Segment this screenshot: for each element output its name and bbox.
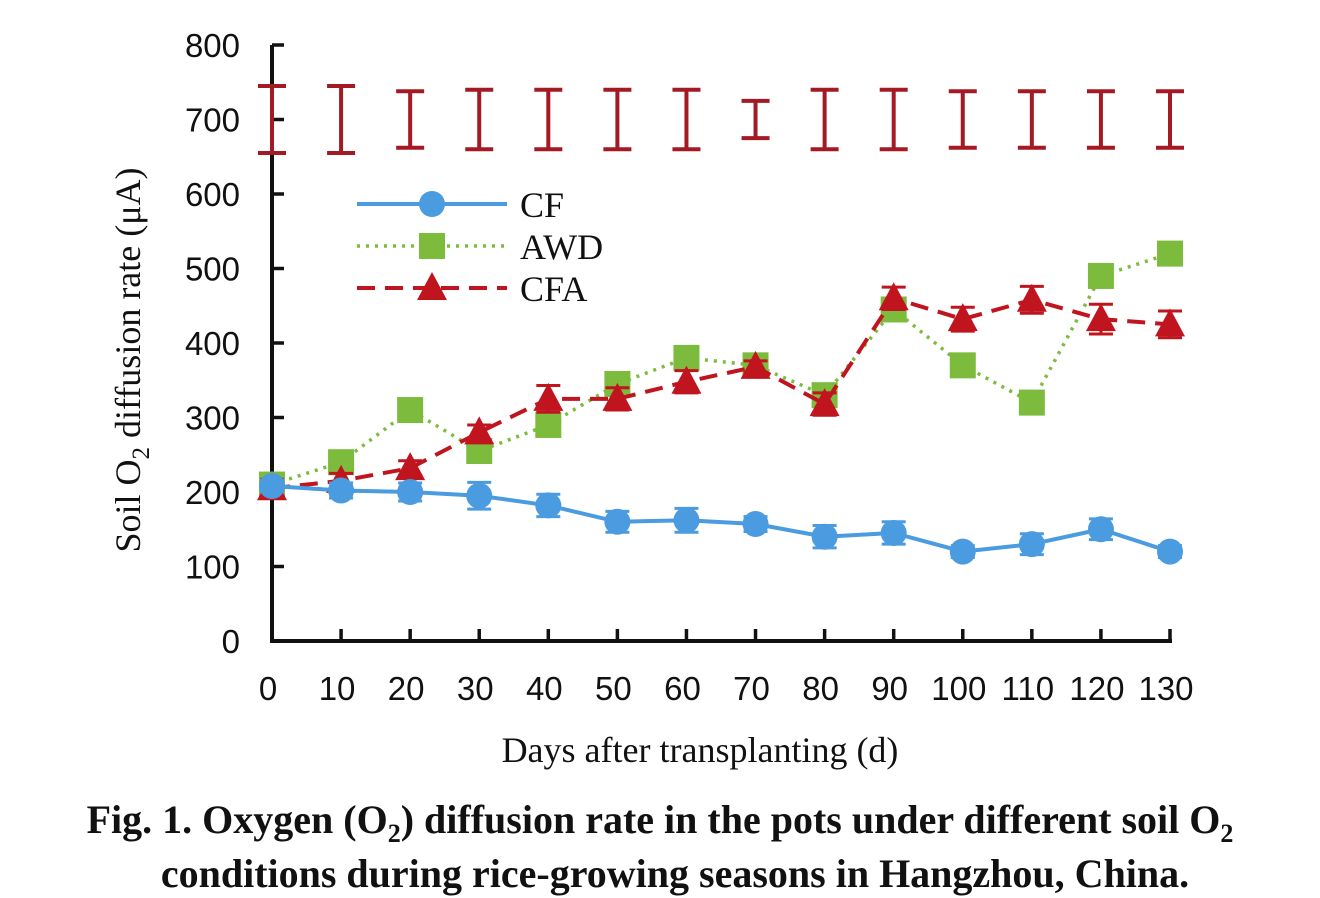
series-awd (259, 240, 1183, 498)
data-point-cfa (671, 365, 702, 394)
legend-marker-cf (419, 191, 445, 217)
data-point-cf (949, 538, 976, 565)
series-cfa (257, 282, 1185, 501)
x-tick-label: 130 (1138, 670, 1193, 707)
x-tick-label: 70 (733, 670, 770, 707)
x-tick-label: 80 (802, 670, 839, 707)
legend-item-awd: AWD (357, 227, 603, 267)
figure-caption-line-1: Fig. 1. Oxygen (O2) diffusion rate in th… (86, 797, 1234, 848)
legend-label-cf: CF (520, 185, 564, 225)
series-cf (259, 473, 1183, 565)
top-error-bar (396, 89, 425, 150)
y-tick-label: 600 (185, 176, 240, 213)
data-point-cf (742, 511, 769, 538)
data-point-awd (1157, 240, 1183, 267)
data-point-cfa (1155, 308, 1185, 337)
data-point-cfa (464, 416, 495, 445)
data-point-cfa (1085, 303, 1116, 332)
y-tick-label: 800 (185, 27, 240, 64)
data-point-awd (1018, 389, 1045, 416)
data-point-cf (259, 473, 285, 500)
top-error-bar (672, 87, 701, 152)
x-tick-label: 30 (457, 670, 494, 707)
y-tick-label: 300 (185, 400, 240, 437)
y-tick-label: 500 (185, 251, 240, 288)
y-tick-label: 200 (185, 474, 240, 511)
top-error-bar (327, 83, 356, 156)
y-tick-label: 400 (185, 325, 240, 362)
data-point-awd (397, 397, 424, 424)
series-line-awd (271, 251, 1171, 487)
data-point-cf (466, 482, 493, 509)
legend-marker-awd (419, 233, 445, 259)
data-point-cf (1087, 516, 1114, 543)
legend-label-awd: AWD (520, 227, 603, 267)
y-tick-label: 700 (185, 102, 240, 139)
data-point-cf (880, 519, 907, 546)
data-point-cf (1018, 531, 1045, 558)
legend-marker-cfa (417, 272, 447, 300)
data-point-cf (397, 479, 424, 505)
top-error-bar (1156, 89, 1184, 150)
y-tick-label: 0 (222, 623, 240, 660)
x-tick-label: 110 (1002, 670, 1055, 707)
x-tick-label: 120 (1069, 670, 1124, 707)
data-point-cfa (878, 282, 909, 311)
y-tick-label: 100 (185, 549, 240, 586)
top-error-bar (603, 87, 632, 152)
x-axis-title: Days after transplanting (d) (502, 730, 899, 770)
data-point-cf (535, 492, 562, 519)
x-tick-label: 40 (526, 670, 563, 707)
data-point-cf (811, 523, 838, 550)
x-tick-label: 60 (664, 670, 701, 707)
data-point-cfa (602, 382, 633, 411)
data-point-awd (1087, 262, 1114, 289)
data-point-awd (535, 411, 562, 438)
x-tick-label: 10 (319, 670, 356, 707)
x-tick-label: 50 (595, 670, 632, 707)
data-point-cfa (947, 303, 978, 332)
data-point-cfa (809, 388, 840, 417)
data-point-cf (673, 507, 700, 534)
x-tick-label: 90 (871, 670, 908, 707)
legend-label-cfa: CFA (520, 269, 587, 309)
top-error-bar (741, 98, 770, 141)
x-tick-label: 20 (388, 670, 425, 707)
top-error-bar (879, 87, 908, 152)
top-error-bar (258, 83, 286, 156)
top-error-bar (465, 87, 494, 152)
top-error-bar (534, 87, 563, 152)
x-tick-label: 100 (931, 670, 986, 707)
x-tick-label: 0 (259, 670, 277, 707)
data-point-cfa (1016, 283, 1047, 312)
y-axis-title: Soil O2 diffusion rate (μA) (108, 167, 155, 552)
data-point-cf (328, 477, 355, 504)
data-point-cfa (740, 350, 771, 379)
plot-area: 0 100 200 300 400 500 600 700 800 0 10 20 30 40 50 60 70… (185, 27, 1194, 707)
data-point-cfa (533, 382, 564, 411)
data-point-cfa (395, 452, 426, 481)
top-error-bar (948, 89, 977, 150)
figure-caption-line-2: conditions during rice-growing seasons i… (160, 851, 1190, 896)
data-point-awd (949, 352, 976, 379)
data-point-cf (1157, 538, 1183, 565)
top-error-bar (810, 87, 839, 152)
data-point-cf (604, 508, 631, 535)
legend-item-cf: CF (357, 185, 564, 225)
top-error-bar (1086, 89, 1115, 150)
top-error-bar (1017, 89, 1046, 150)
legend-item-cfa: CFA (357, 269, 587, 309)
